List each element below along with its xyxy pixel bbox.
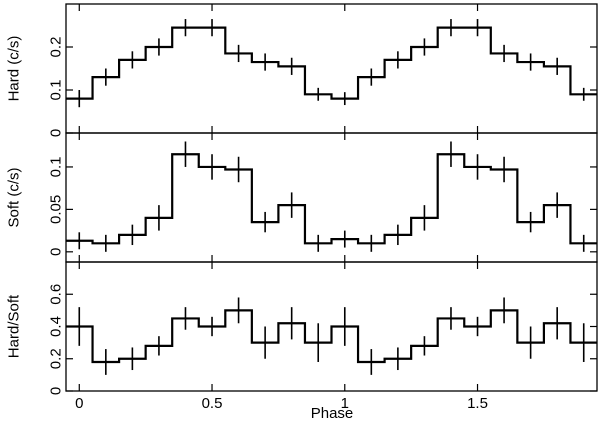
series-step-line [66,26,597,100]
y-axis-label: Hard/Soft [6,294,23,358]
x-tick-label: 1 [341,395,349,412]
panel-frame [65,3,598,134]
y-tick-label: 0.05 [48,195,65,224]
y-tick-label: 0.1 [48,80,65,101]
y-tick-label: 0 [48,129,65,137]
y-tick-label: 0.6 [48,284,65,305]
panel-2: 0 0.05 0.1 Soft (c/s) [6,132,598,263]
x-axis-label: Phase [311,405,354,422]
y-tick-label: 0.2 [48,348,65,369]
y-axis-label: Hard (c/s) [6,36,23,102]
y-axis-label: Soft (c/s) [6,167,23,227]
y-tick-label: 0.1 [48,157,65,178]
series-step-line [66,153,597,245]
x-tick-label: 1.5 [467,395,488,412]
y-tick-label: 0.4 [48,316,65,337]
series-step-line [66,309,597,364]
panel-1: 0 0.1 0.2 Hard (c/s) [6,3,598,137]
y-tick-label: 0.2 [48,37,65,58]
y-tick-label: 0 [48,387,65,395]
x-tick-label: 0.5 [202,395,223,412]
x-tick-label: 0 [75,395,83,412]
panel-3: 0 0.2 0.4 0.6 Hard/Soft [6,261,598,395]
y-tick-label: 0 [48,248,65,256]
